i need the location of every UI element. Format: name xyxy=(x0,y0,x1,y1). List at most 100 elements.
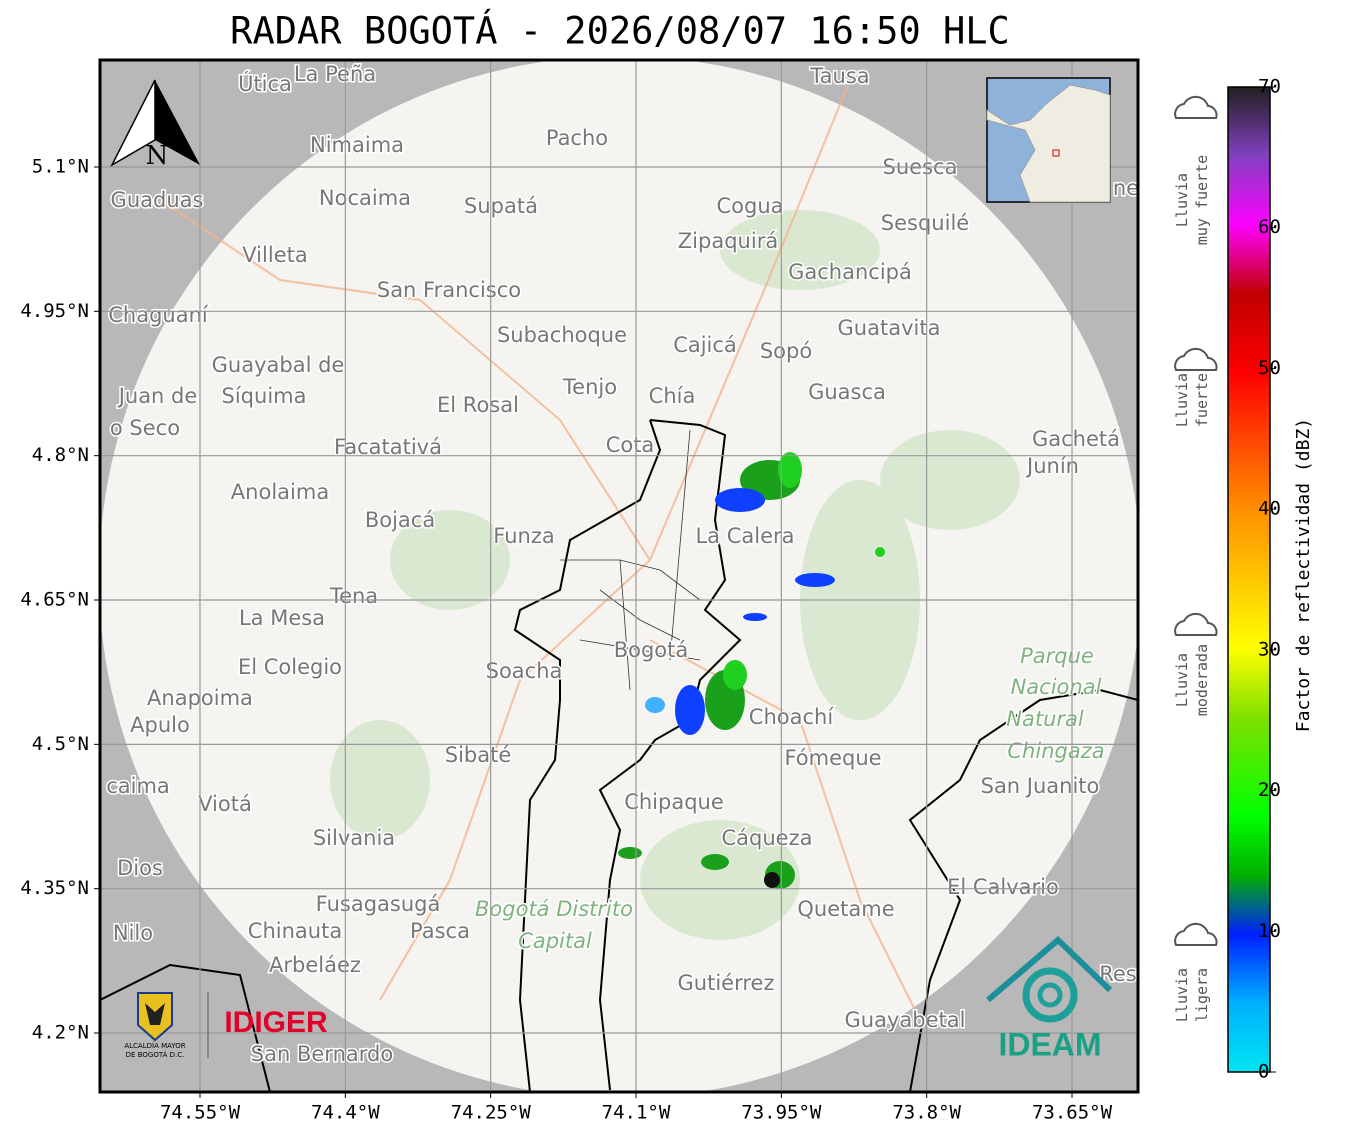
ideam-text: IDEAM xyxy=(998,1026,1101,1062)
north-label: N xyxy=(146,141,169,171)
place-labels: Útica La Peña Tausa Pacho Nimaima Guaduas Noca… xyxy=(105,61,1138,1068)
legend-label: ligera xyxy=(1193,968,1211,1022)
place-label: Sopó xyxy=(760,339,812,363)
legend-label: fuerte xyxy=(1193,373,1211,427)
place-label: Chía xyxy=(649,384,696,408)
colorbar-label: Factor de reflectividad (dBZ) xyxy=(1293,418,1314,732)
grid xyxy=(100,60,1138,1092)
place-label: El Rosal xyxy=(437,393,519,417)
lat-tick-label: 4.2°N xyxy=(32,1022,89,1044)
place-label: Tena xyxy=(329,584,378,608)
place-label: Guatavita xyxy=(838,316,941,340)
place-label: Fómeque xyxy=(784,746,881,770)
place-label: Cajicá xyxy=(673,333,737,357)
colorbar-tick-label: 60 xyxy=(1258,216,1281,238)
inset-map xyxy=(986,77,1111,203)
legend-label: muy fuerte xyxy=(1193,155,1211,245)
place-label: Villeta xyxy=(242,243,307,267)
place-label: El Colegio xyxy=(238,655,342,679)
place-label: Arbeláez xyxy=(269,953,361,977)
legend-label: Lluvia xyxy=(1173,373,1191,427)
place-label: Tenjo xyxy=(562,375,617,399)
boundaries xyxy=(100,419,1138,1092)
park-label: Nacional xyxy=(1011,675,1102,699)
place-label: Supatá xyxy=(464,194,538,218)
alcaldia-text: DE BOGOTÁ D.C. xyxy=(126,1050,185,1059)
place-label: Subachoque xyxy=(497,323,627,347)
place-label: Guayabal de xyxy=(212,353,345,377)
place-label: Sibaté xyxy=(445,743,512,767)
legend-label: Lluvia xyxy=(1173,173,1191,227)
place-label: La Calera xyxy=(695,524,794,548)
colorbar-tick-label: 30 xyxy=(1258,638,1281,660)
park-label: Parque xyxy=(1020,644,1094,668)
place-label: Nocaima xyxy=(319,186,411,210)
colorbar-tick-label: 0 xyxy=(1258,1061,1269,1083)
place-label: La Mesa xyxy=(239,606,325,630)
place-label: La Peña xyxy=(294,62,376,86)
colorbar-tick-label: 70 xyxy=(1258,76,1281,98)
place-label: Soacha xyxy=(486,659,563,683)
place-label: Gachancipá xyxy=(788,260,912,284)
lat-tick-label: 4.8°N xyxy=(32,444,89,466)
colorbar xyxy=(1227,86,1271,1073)
place-label: San Juanito xyxy=(981,774,1100,798)
place-label: Cogua xyxy=(716,194,783,218)
colorbar-tick-label: 40 xyxy=(1258,498,1281,520)
place-label: Nilo xyxy=(113,921,153,945)
colorbar-tick-label: 10 xyxy=(1258,920,1281,942)
place-label: Guaduas xyxy=(111,188,204,212)
legend-label: Lluvia xyxy=(1173,653,1191,707)
place-label: Bojacá xyxy=(365,508,435,532)
lon-tick-label: 74.1°W xyxy=(602,1102,671,1124)
map-frame xyxy=(98,58,1140,1094)
lat-tick-label: 4.35°N xyxy=(20,877,89,899)
colorbar-tick-label: 20 xyxy=(1258,779,1281,801)
place-label: Anolaima xyxy=(231,480,329,504)
lon-tick-label: 74.55°W xyxy=(160,1102,241,1124)
park-label: Chingaza xyxy=(1007,739,1104,763)
place-label: Funza xyxy=(493,524,554,548)
place-label: Quetame xyxy=(797,897,894,921)
lon-tick-label: 74.25°W xyxy=(451,1102,532,1124)
title: RADAR BOGOTÁ - 2026/08/07 16:50 HLC xyxy=(230,9,1010,53)
alcaldia-logo: ALCALDÍA MAYOR DE BOGOTÁ D.C. IDIGER xyxy=(124,992,328,1059)
place-label: Tausa xyxy=(809,64,869,88)
place-label: Sesquilé xyxy=(881,211,969,235)
lat-tick-label: 4.95°N xyxy=(20,300,89,322)
localities xyxy=(560,429,701,691)
alcaldia-text: ALCALDÍA MAYOR xyxy=(124,1041,185,1050)
lon-tick-label: 73.65°W xyxy=(1032,1102,1113,1124)
place-label: Pasca xyxy=(410,919,470,943)
place-label: Guayabetal xyxy=(845,1008,966,1032)
legend-label: Lluvia xyxy=(1173,968,1191,1022)
place-label: San Bernardo xyxy=(251,1042,393,1066)
place-label: Zipaquirá xyxy=(678,229,778,253)
cloud-icon xyxy=(1174,95,1218,119)
park-label: Capital xyxy=(518,929,592,953)
vegetation xyxy=(330,210,1020,940)
lon-tick-label: 74.4°W xyxy=(311,1102,380,1124)
lon-tick-label: 73.8°W xyxy=(892,1102,961,1124)
place-label: Juan de xyxy=(117,384,198,408)
lat-tick-label: 4.65°N xyxy=(20,589,89,611)
place-label: Gachetá xyxy=(1032,427,1120,451)
place-label: Útica xyxy=(238,71,292,96)
radar-echoes xyxy=(618,452,885,889)
place-label: Bogotá xyxy=(614,638,689,662)
place-label: Viotá xyxy=(198,792,252,816)
place-label: Silvania xyxy=(313,826,395,850)
place-label: Fusagasugá xyxy=(316,892,441,916)
place-label: Junín xyxy=(1025,454,1079,478)
place-label: Cota xyxy=(606,433,655,457)
lat-tick-label: 4.5°N xyxy=(32,733,89,755)
idiger-logo: IDIGER xyxy=(224,1006,328,1039)
legend-label: moderada xyxy=(1193,644,1211,716)
place-label: San Francisco xyxy=(377,278,521,302)
place-label: Apulo xyxy=(130,713,190,737)
place-label: Guasca xyxy=(808,380,886,404)
place-label: Dios xyxy=(117,856,163,880)
park-label: Bogotá Distrito xyxy=(475,897,633,921)
